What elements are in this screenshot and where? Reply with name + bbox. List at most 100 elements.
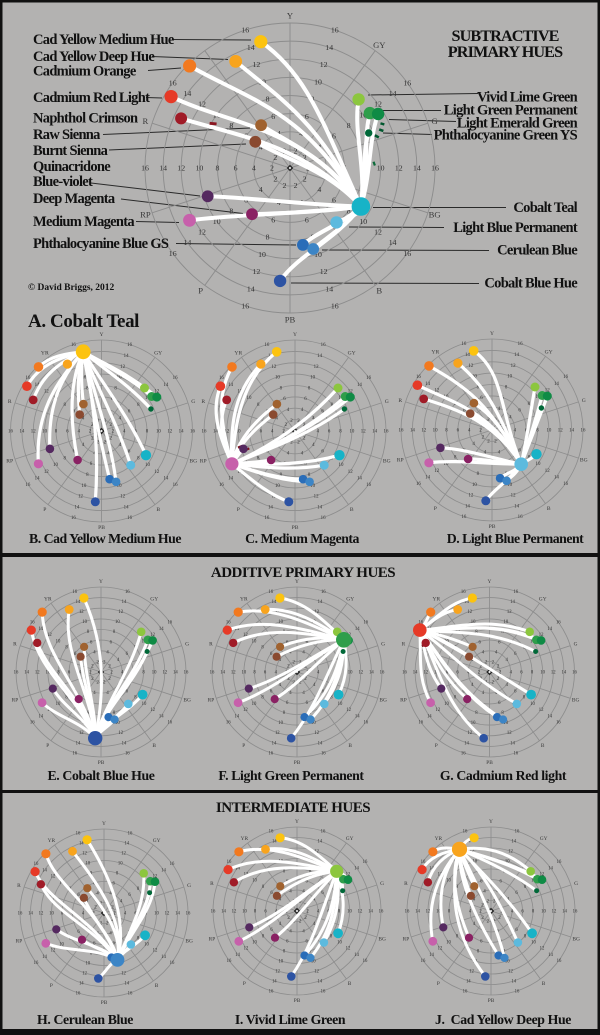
svg-text:A. Cobalt Teal: A. Cobalt Teal bbox=[28, 311, 139, 332]
svg-text:12: 12 bbox=[153, 875, 158, 880]
svg-text:16: 16 bbox=[416, 375, 421, 380]
svg-text:4: 4 bbox=[312, 443, 315, 448]
svg-text:Cadmium Orange: Cadmium Orange bbox=[33, 64, 137, 80]
svg-text:16: 16 bbox=[268, 751, 273, 756]
svg-text:RP: RP bbox=[16, 938, 23, 944]
svg-text:14: 14 bbox=[161, 868, 166, 873]
svg-text:BG: BG bbox=[378, 936, 386, 942]
svg-text:2: 2 bbox=[108, 664, 111, 669]
svg-text:12: 12 bbox=[346, 708, 351, 713]
svg-text:10: 10 bbox=[541, 910, 546, 915]
svg-text:14: 14 bbox=[548, 866, 553, 871]
svg-text:10: 10 bbox=[252, 879, 257, 884]
svg-text:16: 16 bbox=[557, 860, 562, 865]
svg-text:16: 16 bbox=[71, 343, 76, 348]
svg-text:10: 10 bbox=[85, 962, 90, 967]
svg-text:12: 12 bbox=[118, 731, 123, 736]
svg-text:12: 12 bbox=[121, 972, 126, 977]
svg-text:12: 12 bbox=[539, 708, 544, 713]
svg-text:8: 8 bbox=[87, 711, 90, 716]
svg-text:8: 8 bbox=[216, 164, 220, 173]
svg-text:10: 10 bbox=[359, 110, 367, 119]
svg-text:14: 14 bbox=[220, 671, 225, 676]
svg-text:10: 10 bbox=[434, 671, 439, 676]
svg-text:4: 4 bbox=[82, 416, 85, 421]
svg-text:10: 10 bbox=[436, 910, 441, 915]
svg-text:2: 2 bbox=[303, 153, 307, 162]
svg-text:14: 14 bbox=[429, 953, 434, 958]
svg-text:8: 8 bbox=[309, 711, 312, 716]
svg-text:14: 14 bbox=[272, 600, 277, 605]
svg-text:14: 14 bbox=[465, 353, 470, 358]
svg-text:16: 16 bbox=[34, 862, 39, 867]
svg-text:2: 2 bbox=[299, 900, 302, 905]
svg-text:8: 8 bbox=[262, 934, 265, 939]
svg-text:10: 10 bbox=[252, 639, 257, 644]
svg-text:14: 14 bbox=[466, 840, 471, 845]
svg-text:14: 14 bbox=[425, 382, 430, 387]
svg-text:G. Cadmium Red light: G. Cadmium Red light bbox=[440, 768, 567, 783]
svg-text:16: 16 bbox=[557, 959, 562, 964]
svg-text:P: P bbox=[437, 981, 440, 987]
svg-text:4: 4 bbox=[117, 658, 120, 663]
svg-text:4: 4 bbox=[312, 416, 315, 421]
svg-text:10: 10 bbox=[339, 463, 344, 468]
svg-text:4: 4 bbox=[511, 910, 514, 915]
svg-text:10: 10 bbox=[348, 671, 353, 676]
svg-text:6: 6 bbox=[515, 928, 518, 933]
svg-text:14: 14 bbox=[234, 627, 239, 632]
svg-text:4: 4 bbox=[472, 442, 475, 447]
svg-text:12: 12 bbox=[224, 430, 229, 435]
svg-text:8: 8 bbox=[55, 430, 58, 435]
svg-text:4: 4 bbox=[120, 899, 123, 904]
svg-text:B: B bbox=[376, 286, 382, 296]
svg-text:RP: RP bbox=[208, 698, 215, 704]
svg-text:8: 8 bbox=[257, 456, 260, 461]
svg-text:8: 8 bbox=[501, 711, 504, 716]
svg-text:6: 6 bbox=[322, 689, 325, 694]
svg-text:14: 14 bbox=[372, 430, 377, 435]
svg-text:14: 14 bbox=[547, 627, 552, 632]
svg-text:8: 8 bbox=[262, 885, 265, 890]
svg-text:16: 16 bbox=[421, 860, 426, 865]
svg-text:B. Cad Yellow Medium Hue: B. Cad Yellow Medium Hue bbox=[29, 531, 181, 546]
svg-text:G: G bbox=[187, 883, 191, 889]
svg-text:10: 10 bbox=[505, 860, 510, 865]
svg-text:RP: RP bbox=[140, 210, 151, 220]
svg-text:12: 12 bbox=[162, 671, 167, 676]
svg-text:2: 2 bbox=[481, 916, 484, 921]
svg-text:14: 14 bbox=[317, 505, 322, 510]
svg-text:14: 14 bbox=[548, 953, 553, 958]
svg-text:6: 6 bbox=[321, 410, 324, 415]
svg-text:8: 8 bbox=[137, 403, 140, 408]
svg-text:8: 8 bbox=[137, 456, 140, 461]
svg-text:14: 14 bbox=[464, 741, 469, 746]
svg-text:16: 16 bbox=[14, 671, 19, 676]
svg-text:8: 8 bbox=[137, 936, 140, 941]
svg-text:YR: YR bbox=[44, 596, 52, 602]
svg-text:10: 10 bbox=[275, 376, 280, 381]
svg-text:12: 12 bbox=[314, 850, 319, 855]
svg-text:16: 16 bbox=[321, 590, 326, 595]
svg-text:16: 16 bbox=[186, 912, 191, 917]
svg-text:16: 16 bbox=[141, 164, 149, 173]
svg-text:Burnt Sienna: Burnt Sienna bbox=[33, 143, 109, 159]
svg-text:4: 4 bbox=[96, 892, 99, 897]
svg-text:14: 14 bbox=[35, 383, 40, 388]
svg-text:14: 14 bbox=[389, 89, 397, 98]
svg-text:10: 10 bbox=[115, 620, 120, 625]
svg-text:16: 16 bbox=[167, 621, 172, 626]
svg-text:Blue-violet: Blue-violet bbox=[33, 174, 93, 190]
svg-text:2: 2 bbox=[494, 440, 497, 445]
svg-text:G: G bbox=[381, 642, 385, 648]
svg-text:12: 12 bbox=[358, 910, 363, 915]
svg-text:6: 6 bbox=[128, 410, 131, 415]
svg-text:14: 14 bbox=[35, 477, 40, 482]
svg-text:YR: YR bbox=[48, 838, 56, 844]
svg-text:8: 8 bbox=[503, 870, 506, 875]
svg-text:8: 8 bbox=[86, 473, 89, 478]
svg-text:10: 10 bbox=[275, 484, 280, 489]
svg-text:14: 14 bbox=[159, 627, 164, 632]
svg-text:16: 16 bbox=[572, 671, 577, 676]
svg-text:14: 14 bbox=[213, 430, 218, 435]
